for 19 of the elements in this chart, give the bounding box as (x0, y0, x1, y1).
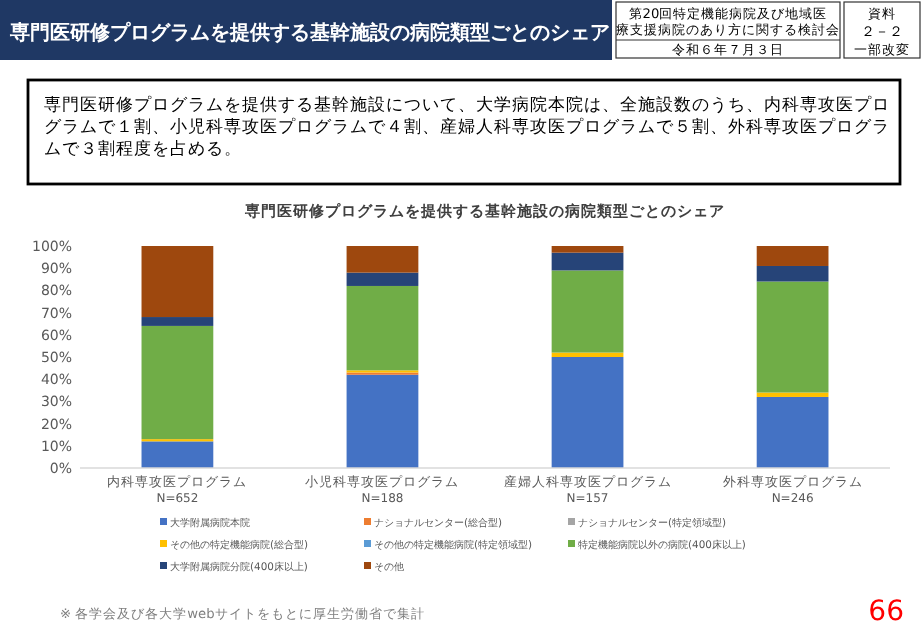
bar (346, 285, 419, 371)
bar (141, 317, 214, 326)
text: 66 (868, 596, 905, 628)
bar (551, 246, 624, 253)
bar (346, 272, 419, 286)
bar (346, 246, 419, 273)
bar (551, 270, 624, 353)
text: 専門医研修プログラムを提供する基幹施設について、大学病院本院は、全施設数のうち、内科専攻医プログラムで１割、小児科専攻医プログラムで４割、産婦人科専攻医プログラムで５割、外科専攻医プログラムで３割程度を占める。 (44, 94, 890, 160)
bar (551, 252, 624, 271)
chart-title: 専門医研修プログラムを提供する基幹施設の病院類型ごとのシェア (8, 21, 610, 45)
bar (756, 281, 829, 393)
bar (141, 441, 214, 468)
bar (141, 246, 214, 318)
bar (756, 265, 829, 282)
bar (756, 246, 829, 266)
bar (551, 357, 624, 468)
bar (756, 396, 829, 468)
bar (141, 325, 214, 440)
bar (346, 374, 419, 468)
